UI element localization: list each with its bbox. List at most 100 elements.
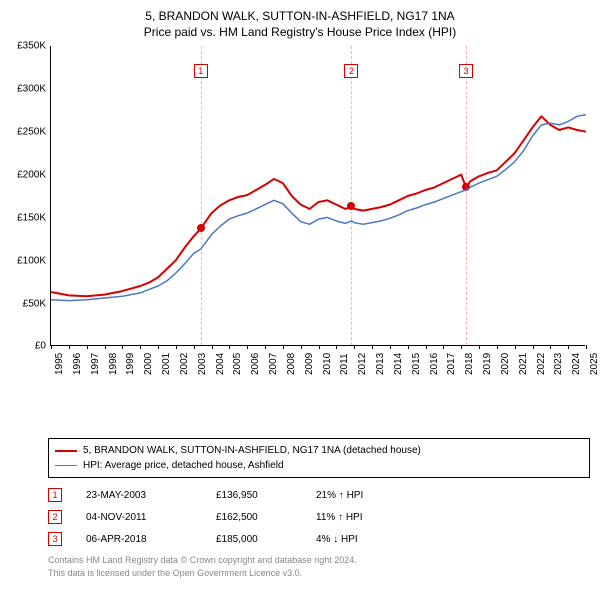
x-tick-mark bbox=[176, 345, 177, 349]
x-tick-label: 2020 bbox=[500, 353, 511, 375]
x-tick-mark bbox=[390, 345, 391, 349]
x-tick-label: 2009 bbox=[304, 353, 315, 375]
x-tick-label: 2008 bbox=[286, 353, 297, 375]
x-tick-label: 1996 bbox=[72, 353, 83, 375]
x-tick-label: 2002 bbox=[179, 353, 190, 375]
x-tick-label: 2005 bbox=[232, 353, 243, 375]
x-tick-label: 2004 bbox=[215, 353, 226, 375]
sale-date: 23-MAY-2003 bbox=[86, 490, 216, 501]
legend-swatch bbox=[55, 450, 77, 452]
x-tick-mark bbox=[140, 345, 141, 349]
x-tick-mark bbox=[194, 345, 195, 349]
x-tick-label: 2024 bbox=[571, 353, 582, 375]
sale-index-badge: 2 bbox=[48, 510, 62, 524]
x-tick-mark bbox=[247, 345, 248, 349]
chart-region: £0£50K£100K£150K£200K£250K£300K£350K1231… bbox=[10, 46, 590, 390]
x-tick-mark bbox=[87, 345, 88, 349]
y-tick-label: £300K bbox=[10, 84, 46, 95]
x-tick-label: 2017 bbox=[446, 353, 457, 375]
x-tick-label: 1995 bbox=[54, 353, 65, 375]
x-tick-label: 2021 bbox=[518, 353, 529, 375]
sale-index-badge: 3 bbox=[48, 532, 62, 546]
x-tick-mark bbox=[212, 345, 213, 349]
x-tick-mark bbox=[229, 345, 230, 349]
legend-row: 5, BRANDON WALK, SUTTON-IN-ASHFIELD, NG1… bbox=[55, 443, 583, 458]
credit-text: Contains HM Land Registry data © Crown c… bbox=[48, 554, 590, 578]
y-tick-label: £0 bbox=[10, 341, 46, 352]
x-tick-mark bbox=[69, 345, 70, 349]
y-tick-label: £200K bbox=[10, 169, 46, 180]
sale-price: £136,950 bbox=[216, 490, 316, 501]
sale-vs-hpi: 21% ↑ HPI bbox=[316, 490, 416, 501]
sales-table: 1 23-MAY-2003£136,95021% ↑ HPI 204-NOV-201… bbox=[48, 484, 590, 550]
series-svg bbox=[51, 46, 586, 346]
x-tick-mark bbox=[283, 345, 284, 349]
x-tick-mark bbox=[533, 345, 534, 349]
x-axis: 1995199619971998199920002001200220032004… bbox=[51, 345, 585, 385]
x-tick-mark bbox=[372, 345, 373, 349]
x-tick-mark bbox=[586, 345, 587, 349]
x-tick-mark bbox=[122, 345, 123, 349]
x-tick-mark bbox=[51, 345, 52, 349]
sales-row: 204-NOV-2011£162,50011% ↑ HPI bbox=[48, 506, 590, 528]
x-tick-label: 2016 bbox=[429, 353, 440, 375]
x-tick-mark bbox=[105, 345, 106, 349]
x-tick-label: 2006 bbox=[250, 353, 261, 375]
x-tick-mark bbox=[336, 345, 337, 349]
x-tick-label: 1999 bbox=[125, 353, 136, 375]
x-tick-mark bbox=[568, 345, 569, 349]
x-tick-mark bbox=[408, 345, 409, 349]
x-tick-mark bbox=[301, 345, 302, 349]
y-tick-label: £250K bbox=[10, 127, 46, 138]
x-tick-mark bbox=[354, 345, 355, 349]
x-tick-label: 2010 bbox=[322, 353, 333, 375]
x-tick-mark bbox=[158, 345, 159, 349]
x-tick-mark bbox=[443, 345, 444, 349]
x-tick-mark bbox=[461, 345, 462, 349]
legend-row: HPI: Average price, detached house, Ashf… bbox=[55, 458, 583, 473]
sale-price: £162,500 bbox=[216, 512, 316, 523]
plot-area: 1231995199619971998199920002001200220032… bbox=[50, 46, 585, 346]
credit-line2: This data is licensed under the Open Gov… bbox=[48, 567, 590, 579]
x-tick-label: 2023 bbox=[553, 353, 564, 375]
x-tick-label: 2022 bbox=[536, 353, 547, 375]
x-tick-label: 2011 bbox=[339, 354, 350, 376]
x-tick-mark bbox=[265, 345, 266, 349]
legend-swatch bbox=[55, 465, 77, 466]
series-property bbox=[51, 117, 586, 297]
x-tick-mark bbox=[515, 345, 516, 349]
credit-line1: Contains HM Land Registry data © Crown c… bbox=[48, 554, 590, 566]
sale-vs-hpi: 4% ↓ HPI bbox=[316, 534, 416, 545]
sales-row: 1 23-MAY-2003£136,95021% ↑ HPI bbox=[48, 484, 590, 506]
x-tick-label: 2015 bbox=[411, 353, 422, 375]
x-tick-mark bbox=[550, 345, 551, 349]
legend-label: 5, BRANDON WALK, SUTTON-IN-ASHFIELD, NG1… bbox=[83, 443, 421, 458]
x-tick-label: 2014 bbox=[393, 353, 404, 375]
legend-label: HPI: Average price, detached house, Ashf… bbox=[83, 458, 284, 473]
x-tick-label: 2007 bbox=[268, 353, 279, 375]
chart-title-block: 5, BRANDON WALK, SUTTON-IN-ASHFIELD, NG1… bbox=[10, 8, 590, 40]
y-tick-label: £350K bbox=[10, 41, 46, 52]
series-hpi bbox=[51, 115, 586, 301]
chart-title-line2: Price paid vs. HM Land Registry's House … bbox=[10, 24, 590, 40]
x-tick-label: 1997 bbox=[90, 353, 101, 375]
sale-price: £185,000 bbox=[216, 534, 316, 545]
y-tick-label: £100K bbox=[10, 255, 46, 266]
y-axis: £0£50K£100K£150K£200K£250K£300K£350K bbox=[10, 46, 48, 346]
sales-row: 3 06-APR-2018£185,0004% ↓ HPI bbox=[48, 528, 590, 550]
chart-title-line1: 5, BRANDON WALK, SUTTON-IN-ASHFIELD, NG1… bbox=[10, 8, 590, 24]
sale-date: 06-APR-2018 bbox=[86, 534, 216, 545]
sale-vs-hpi: 11% ↑ HPI bbox=[316, 512, 416, 523]
sale-index-badge: 1 bbox=[48, 488, 62, 502]
x-tick-label: 2019 bbox=[482, 353, 493, 375]
y-tick-label: £50K bbox=[10, 298, 46, 309]
x-tick-mark bbox=[319, 345, 320, 349]
x-tick-label: 2001 bbox=[161, 353, 172, 375]
x-tick-label: 2025 bbox=[589, 353, 600, 375]
x-tick-mark bbox=[426, 345, 427, 349]
x-tick-mark bbox=[497, 345, 498, 349]
x-tick-mark bbox=[479, 345, 480, 349]
x-tick-label: 2003 bbox=[197, 353, 208, 375]
x-tick-label: 1998 bbox=[108, 353, 119, 375]
x-tick-label: 2012 bbox=[357, 353, 368, 375]
